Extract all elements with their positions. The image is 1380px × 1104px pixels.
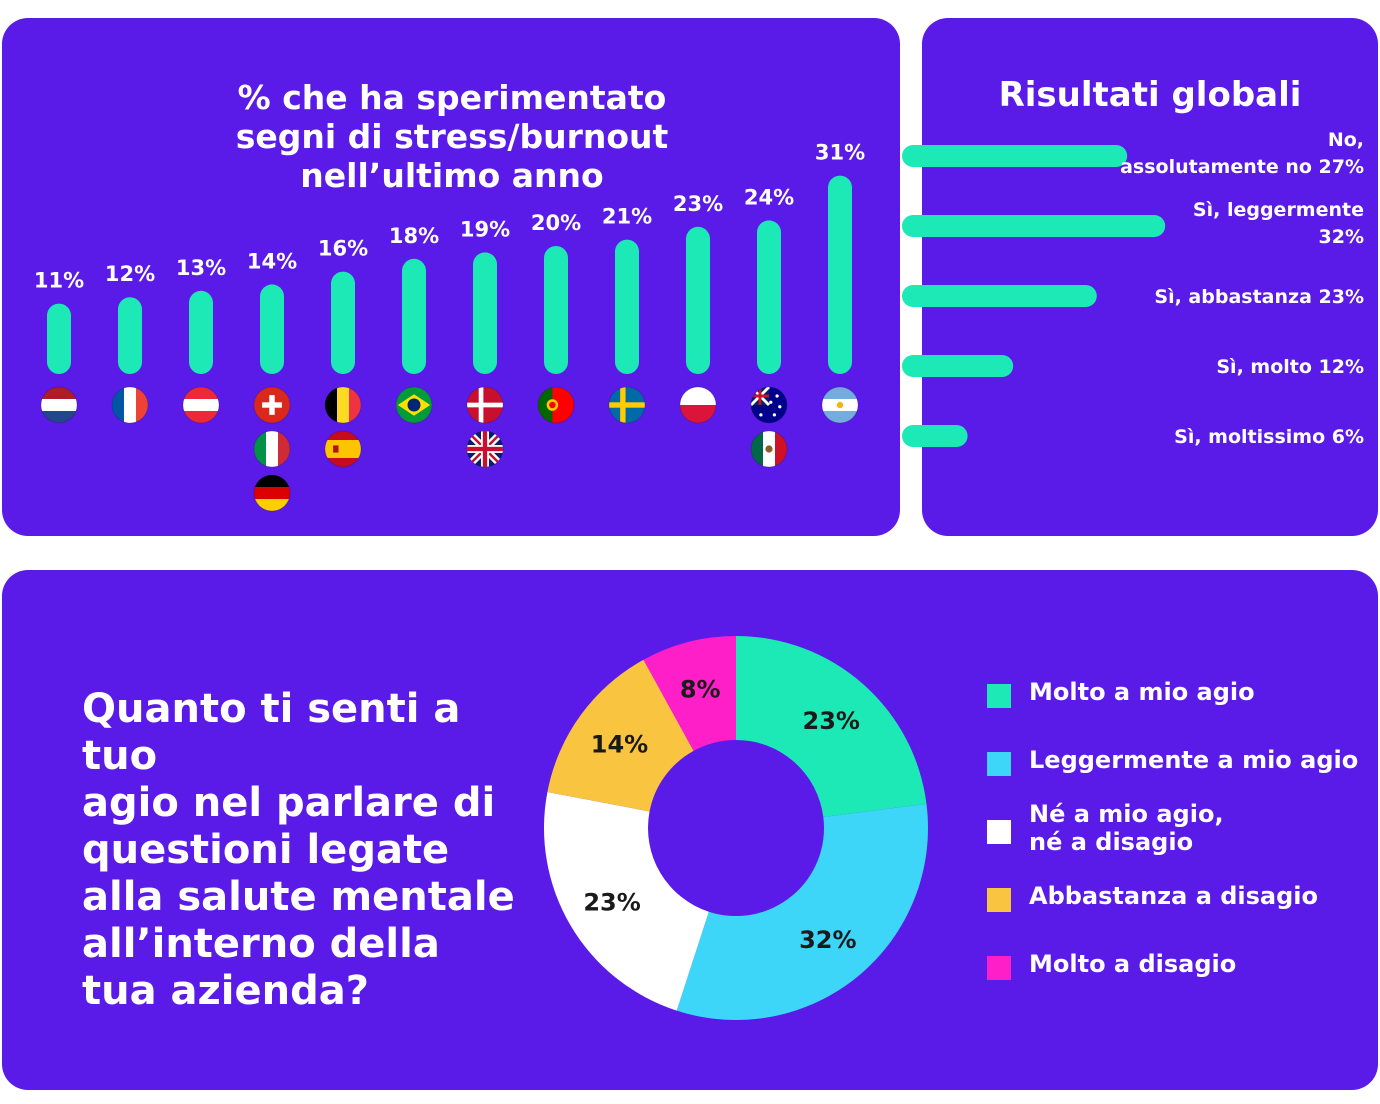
brazil-flag — [395, 386, 433, 424]
switzerland-flag — [253, 386, 291, 424]
country-bar — [118, 297, 142, 374]
portugal-flag — [537, 386, 575, 424]
countries-title-line: nell’ultimo anno — [300, 156, 604, 195]
comfort-donut-chart: 23% 32% 23% 14% 8% — [544, 636, 928, 1020]
country-bar — [544, 246, 568, 374]
mexico-flag — [750, 430, 788, 468]
country-bar-value-label: 12% — [105, 262, 155, 286]
country-bar — [473, 252, 497, 374]
question-line: agio nel parlare di — [82, 780, 496, 826]
global-result-label: No, — [1328, 129, 1364, 151]
austria-flag — [182, 386, 220, 424]
country-bar — [47, 303, 71, 374]
question-line: tua azienda? — [82, 968, 369, 1014]
country-bar — [615, 239, 639, 374]
country-bar — [757, 220, 781, 374]
donut-slice-value-label: 14% — [591, 730, 648, 758]
global-result-label: Sì, moltissimo 6% — [1174, 426, 1364, 448]
country-bar — [828, 175, 852, 374]
australia-flag — [750, 386, 788, 424]
global-result-label: Sì, molto 12% — [1216, 356, 1364, 378]
country-bar-value-label: 18% — [389, 224, 439, 248]
global-result-label: 32% — [1319, 226, 1364, 248]
donut-slice-value-label: 23% — [803, 707, 860, 735]
legend-label-line: Molto a mio agio — [1029, 678, 1255, 706]
country-bar-value-label: 11% — [34, 269, 84, 293]
denmark-flag — [466, 386, 504, 424]
country-bar-value-label: 21% — [602, 205, 652, 229]
global-result-label: Sì, abbastanza 23% — [1154, 286, 1364, 308]
donut-slice-value-label: 32% — [799, 926, 856, 954]
legend-swatch — [987, 956, 1011, 980]
legend-label-line: Né a mio agio, — [1029, 800, 1224, 828]
country-bar-value-label: 13% — [176, 256, 226, 280]
global-result-label: assolutamente no 27% — [1120, 156, 1364, 178]
legend-label-line: Molto a disagio — [1029, 950, 1237, 978]
donut-slice-value-label: 23% — [583, 888, 640, 916]
country-bar — [189, 290, 213, 374]
countries-panel: % che ha sperimentato segni di stress/bu… — [2, 18, 900, 536]
donut-slice — [643, 636, 736, 751]
country-bar-value-label: 16% — [318, 237, 368, 261]
legend-label: Abbastanza a disagio — [1029, 882, 1369, 910]
question-line: Quanto ti senti a tuo — [82, 686, 461, 779]
legend-swatch — [987, 888, 1011, 912]
country-bar — [260, 284, 284, 374]
germany-flag — [253, 474, 291, 512]
country-bar — [331, 271, 355, 374]
comfort-question: Quanto ti senti a tuo agio nel parlare d… — [82, 686, 542, 1015]
donut-slice-value-label: 8% — [680, 676, 721, 704]
belgium-flag — [324, 386, 362, 424]
comfort-panel: Quanto ti senti a tuo agio nel parlare d… — [2, 570, 1378, 1090]
legend-label-line: né a disagio — [1029, 828, 1194, 856]
question-line: alla salute mentale — [82, 874, 515, 920]
country-bar-value-label: 31% — [815, 141, 865, 165]
legend-label-line: Leggermente a mio agio — [1029, 746, 1359, 774]
country-bar-value-label: 19% — [460, 217, 510, 241]
legend-label: Né a mio agio, né a disagio — [1029, 800, 1369, 856]
countries-bar-chart: 11% 12% 13% 14% 16% 18% 19% 20% 21% 23% 24% 31% — [34, 141, 865, 512]
country-bar-value-label: 24% — [744, 185, 794, 209]
global-result-bar — [902, 215, 1166, 237]
italy-flag — [253, 430, 291, 468]
country-bar — [686, 226, 710, 374]
legend-label-line: Abbastanza a disagio — [1029, 882, 1319, 910]
donut-slice — [547, 659, 694, 812]
legend-label: Leggermente a mio agio — [1029, 746, 1369, 774]
countries-title-line: % che ha sperimentato — [237, 78, 667, 117]
legend-label: Molto a disagio — [1029, 950, 1369, 978]
donut-slice — [736, 636, 927, 817]
global-result-bar — [902, 425, 968, 447]
donut-slice — [676, 803, 928, 1020]
global-results-bar-chart: No, assolutamente no 27% Sì, leggermente 32… — [902, 129, 1364, 448]
legend-swatch — [987, 820, 1011, 844]
countries-chart-title: % che ha sperimentato segni di stress/bu… — [152, 78, 752, 195]
argentina-flag — [821, 386, 859, 424]
legend-swatch — [987, 684, 1011, 708]
uk-flag — [466, 430, 504, 468]
legend-swatch — [987, 752, 1011, 776]
france-flag — [111, 386, 149, 424]
legend-label: Molto a mio agio — [1029, 678, 1369, 706]
global-result-label: Sì, leggermente — [1193, 199, 1364, 221]
country-bar-value-label: 20% — [531, 211, 581, 235]
country-bar — [402, 258, 426, 374]
spain-flag — [324, 430, 362, 468]
global-result-bar — [902, 285, 1097, 307]
countries-title-line: segni di stress/burnout — [235, 117, 669, 156]
question-line: all’interno della — [82, 921, 440, 967]
global-results-title: Risultati globali — [998, 75, 1302, 115]
country-bar-value-label: 23% — [673, 192, 723, 216]
donut-slice — [544, 792, 709, 1011]
global-result-bar — [902, 145, 1128, 167]
sweden-flag — [608, 386, 646, 424]
global-results-panel: Risultati globali No, assolutamente no 27… — [902, 18, 1378, 536]
global-result-bar — [902, 355, 1014, 377]
netherlands-flag — [40, 386, 78, 424]
question-line: questioni legate — [82, 827, 450, 873]
country-bar-value-label: 14% — [247, 249, 297, 273]
poland-flag — [679, 386, 717, 424]
